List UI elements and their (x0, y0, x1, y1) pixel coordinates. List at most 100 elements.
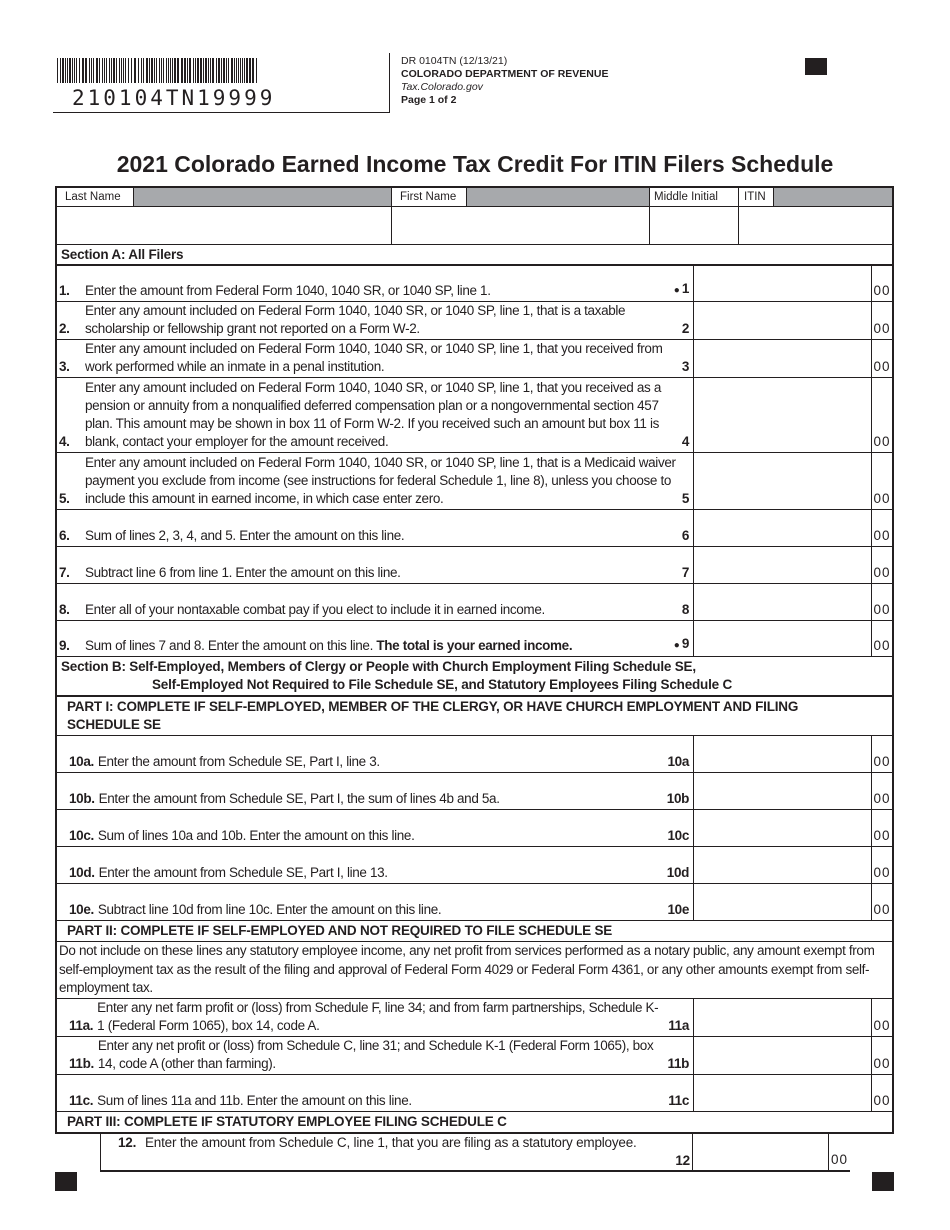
line-description: 5. Enter any amount included on Federal F… (57, 453, 693, 509)
cents: 00 (873, 434, 891, 449)
line-10c-amount-input[interactable] (693, 810, 872, 846)
barcode-bar (193, 58, 194, 83)
part2-lines: 11a. Enter any net farm profit or (loss) … (57, 998, 892, 1112)
middle-initial-input[interactable] (650, 207, 739, 244)
line-label: 6 (676, 527, 690, 545)
line-6-row: 6. Sum of lines 2, 3, 4, and 5. Enter the… (57, 510, 892, 547)
barcode-bar (146, 58, 148, 83)
barcode-bar (143, 58, 144, 83)
line-number: 5. (59, 491, 70, 506)
part1-header: PART I: COMPLETE IF SELF-EMPLOYED, MEMBE… (57, 697, 892, 736)
barcode-bar (149, 58, 150, 83)
line-number: 11c. (69, 1092, 94, 1108)
line-label: 11b (662, 1055, 690, 1073)
line-10b-amount-input[interactable] (693, 773, 872, 809)
line-label: ● 9 (668, 635, 690, 655)
line-number: 10d. (69, 865, 95, 880)
barcode-bar (228, 58, 229, 83)
section-a-lines: 1. Enter the amount from Federal Form 104… (57, 266, 892, 657)
line-number: 4. (59, 434, 70, 449)
line-label-text: 7 (681, 565, 690, 580)
line-11a-amount-input[interactable] (693, 998, 872, 1036)
line-text: Sum of lines 2, 3, 4, and 5. Enter the a… (85, 528, 405, 543)
line-label: 12 (675, 1152, 690, 1168)
line-text: Enter any amount included on Federal For… (85, 341, 663, 374)
line-10d-row: 10d. Enter the amount from Schedule SE, P… (57, 847, 892, 884)
barcode-bar (89, 58, 90, 83)
line-11b-amount-input[interactable] (693, 1036, 872, 1074)
line-12-row: 12. Enter the amount from Schedule C, li… (100, 1133, 850, 1172)
line-3-amount-input[interactable] (693, 340, 872, 377)
barcode-bar (104, 58, 105, 83)
line-2-amount-input[interactable] (693, 302, 872, 339)
form-wrapper: Last Name First Name Middle Initial ITIN… (55, 186, 894, 1191)
line-label-text: 11c (668, 1092, 689, 1108)
line-label: 10d (661, 864, 690, 882)
line-5-amount-input[interactable] (693, 453, 872, 509)
line-7-row: 7. Subtract line 6 from line 1. Enter the… (57, 547, 892, 584)
line-10e-amount-input[interactable] (693, 884, 872, 920)
line-number: 9. (59, 638, 70, 653)
barcode-bar (242, 58, 243, 83)
line-label: 10a (662, 753, 690, 771)
cents: 00 (873, 638, 891, 653)
cents: 00 (873, 1092, 891, 1108)
barcode-bar (189, 58, 191, 83)
line-9-row: 9. Sum of lines 7 and 8. Enter the amount… (57, 621, 892, 657)
barcode-frame (53, 53, 390, 113)
line-10a-amount-input[interactable] (693, 736, 872, 772)
line-number: 11a. (69, 1017, 94, 1033)
line-9-amount-input[interactable] (693, 621, 872, 656)
line-label: 8 (676, 601, 690, 619)
last-name-input[interactable] (57, 207, 392, 244)
barcode-bar (246, 58, 248, 83)
line-4-amount-input[interactable] (693, 378, 872, 452)
line-number: 2. (59, 321, 70, 336)
last-name-label: Last Name (57, 188, 134, 206)
barcode-bar (249, 58, 251, 83)
line-number: 8. (59, 602, 70, 617)
line-12-amount-input[interactable] (692, 1133, 829, 1170)
line-description: 10d. Enter the amount from Schedule SE, P… (57, 847, 693, 883)
barcode-bar (231, 58, 233, 83)
barcode-bar (223, 58, 225, 83)
barcode-bar (102, 58, 103, 83)
line-1-row: 1. Enter the amount from Federal Form 104… (57, 266, 892, 302)
cents: 00 (873, 1017, 891, 1033)
barcode-bar (236, 58, 237, 83)
line-number: 1. (59, 283, 70, 298)
line-label-text: 10a (667, 754, 690, 769)
line-8-row: 8. Enter all of your nontaxable combat pa… (57, 584, 892, 621)
line-7-amount-input[interactable] (693, 547, 872, 583)
shaded-cell (467, 188, 650, 206)
line-8-amount-input[interactable] (693, 584, 872, 620)
line-11c-amount-input[interactable] (693, 1074, 872, 1111)
line-text: Enter any amount included on Federal For… (85, 303, 626, 336)
line-1-amount-input[interactable] (693, 266, 872, 301)
cents: 00 (873, 565, 891, 580)
barcode-bar (109, 58, 110, 83)
line-text-emphasis: The total is your earned income. (376, 638, 573, 653)
line-label: 10b (661, 790, 690, 808)
line-6-amount-input[interactable] (693, 510, 872, 546)
line-text: Sum of lines 10a and 10b. Enter the amou… (97, 828, 415, 843)
line-10b-row: 10b. Enter the amount from Schedule SE, P… (57, 773, 892, 810)
line-text: Enter the amount from Schedule C, line 1… (145, 1134, 637, 1150)
barcode-bar (125, 58, 126, 83)
barcode-bar (184, 58, 186, 83)
line-label-text: 1 (681, 281, 690, 296)
line-10d-amount-input[interactable] (693, 847, 872, 883)
itin-input[interactable] (739, 207, 892, 244)
barcode-bar (216, 58, 217, 83)
line-3-row: 3. Enter any amount included on Federal F… (57, 340, 892, 378)
line-label-text: 10e (667, 902, 690, 917)
line-4-row: 4. Enter any amount included on Federal F… (57, 378, 892, 453)
line-label-text: 10c (667, 828, 690, 843)
cents: 00 (873, 828, 891, 843)
line-description: 8. Enter all of your nontaxable combat pa… (57, 584, 693, 620)
barcode-bar (131, 58, 132, 83)
barcode-bar (79, 58, 80, 83)
barcode-bar (74, 58, 75, 83)
first-name-input[interactable] (392, 207, 650, 244)
barcode-bar (181, 58, 183, 83)
